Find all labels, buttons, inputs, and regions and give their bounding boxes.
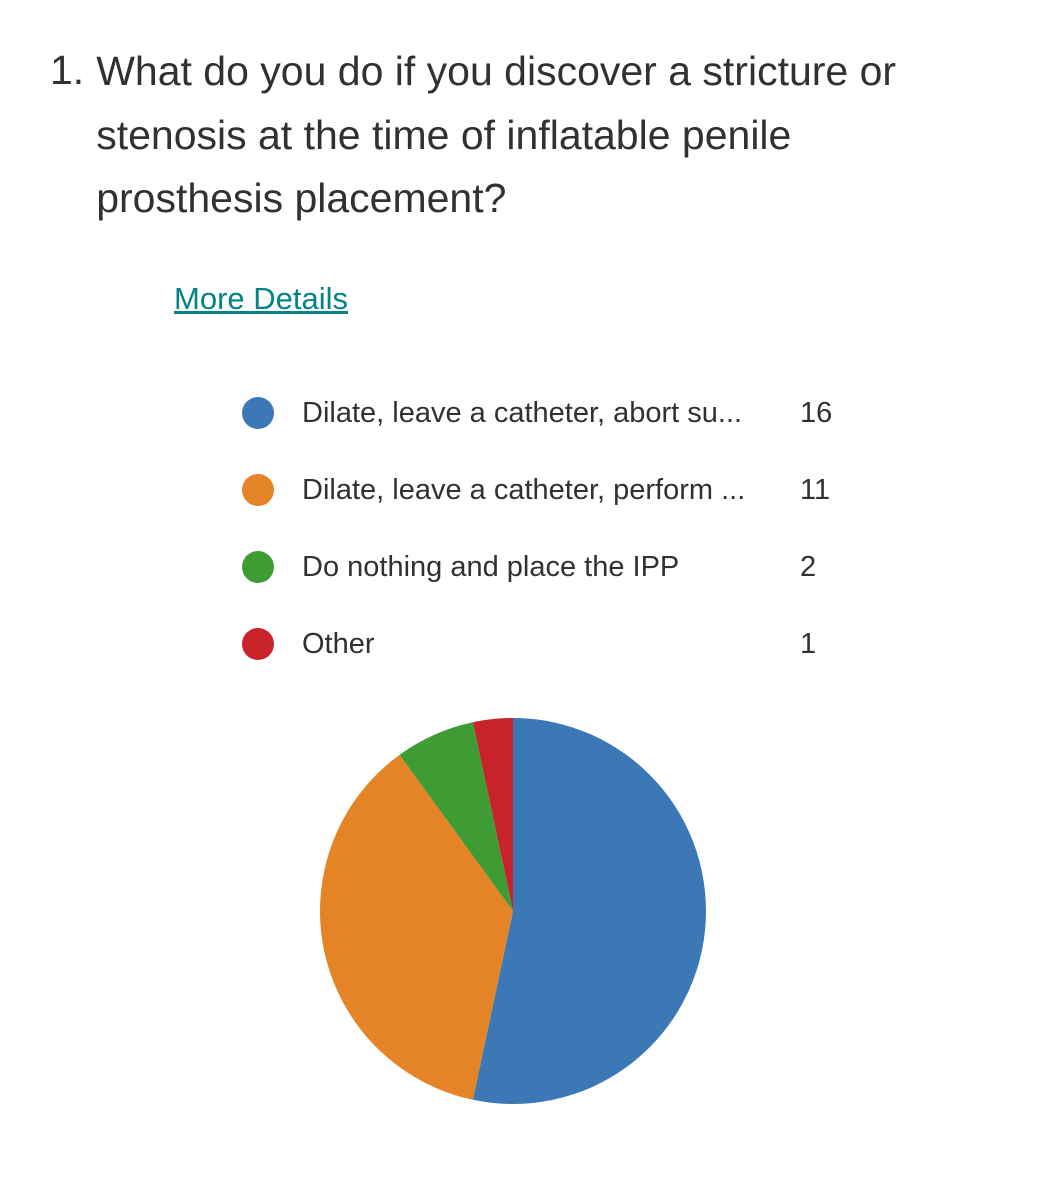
question-number: 1. xyxy=(50,40,84,102)
legend-swatch xyxy=(242,474,274,506)
legend-value: 1 xyxy=(800,628,840,661)
legend-swatch xyxy=(242,397,274,429)
legend-row: Do nothing and place the IPP 2 xyxy=(242,551,988,584)
pie-chart xyxy=(313,711,713,1111)
legend-label: Dilate, leave a catheter, perform ... xyxy=(302,474,782,507)
more-details-link[interactable]: More Details xyxy=(174,281,348,317)
legend-value: 11 xyxy=(800,474,840,507)
question-text: What do you do if you discover a strictu… xyxy=(96,40,988,231)
legend-value: 16 xyxy=(800,397,840,430)
legend-row: Other 1 xyxy=(242,628,988,661)
legend-row: Dilate, leave a catheter, abort su... 16 xyxy=(242,397,988,430)
legend-label: Do nothing and place the IPP xyxy=(302,551,782,584)
legend-row: Dilate, leave a catheter, perform ... 11 xyxy=(242,474,988,507)
legend-label: Other xyxy=(302,628,782,661)
legend-swatch xyxy=(242,628,274,660)
legend-swatch xyxy=(242,551,274,583)
legend-label: Dilate, leave a catheter, abort su... xyxy=(302,397,782,430)
question-block: 1. What do you do if you discover a stri… xyxy=(50,40,988,231)
legend-value: 2 xyxy=(800,551,840,584)
pie-chart-container xyxy=(38,711,988,1111)
chart-legend: Dilate, leave a catheter, abort su...16D… xyxy=(242,397,988,661)
